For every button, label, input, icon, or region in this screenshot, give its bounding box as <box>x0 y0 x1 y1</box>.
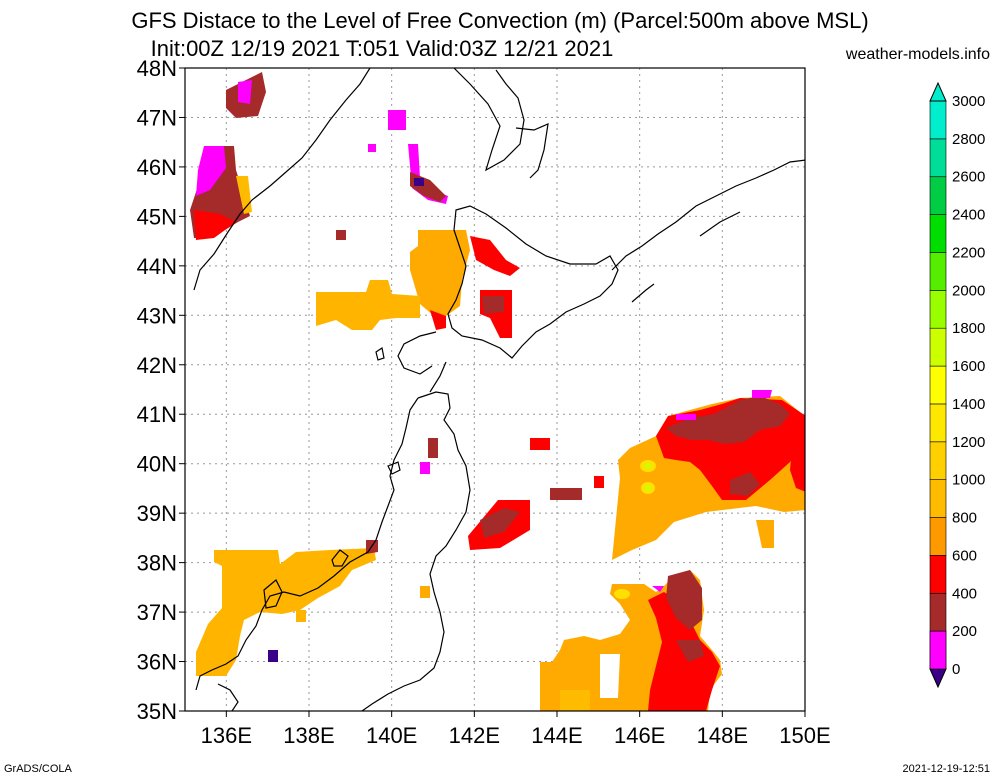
colorbar: 0 200 400 600 800 1000 1200 1400 1600 1800 2000 220… <box>929 81 985 689</box>
colorbar-segment <box>929 214 947 253</box>
colorbar-label: 600 <box>952 547 977 564</box>
lon-label: 140E <box>366 723 417 748</box>
colorbar-segment <box>929 479 947 518</box>
lat-label: 35N <box>137 699 177 724</box>
colorbar-label: 1400 <box>952 396 985 413</box>
colorbar-segment <box>929 365 947 405</box>
site-label[interactable]: weather-models.info <box>845 46 990 63</box>
colorbar-segment <box>929 630 947 670</box>
colorbar-segment <box>929 100 947 140</box>
lon-label: 142E <box>449 723 500 748</box>
colorbar-label: 3000 <box>952 93 985 110</box>
lat-label: 42N <box>137 353 177 378</box>
lon-label: 146E <box>614 723 665 748</box>
colorbar-label: 400 <box>952 585 977 602</box>
latitude-labels: 35N 36N 37N 38N 39N 40N 41N 42N 43N 44N 45N 46N 47N 4… <box>137 56 185 724</box>
colorbar-segment <box>929 138 947 178</box>
colorbar-label: 200 <box>952 623 977 640</box>
plot-frame <box>184 67 806 712</box>
lon-label: 138E <box>283 723 334 748</box>
lat-label: 40N <box>137 452 177 477</box>
colorbar-label: 1600 <box>952 358 985 375</box>
lon-label: 148E <box>697 723 748 748</box>
colorbar-label: 0 <box>952 661 960 678</box>
colorbar-segment <box>929 592 947 632</box>
colorbar-segment <box>929 252 947 291</box>
colorbar-segment <box>929 176 947 215</box>
lat-label: 39N <box>137 501 177 526</box>
colorbar-segment <box>929 517 947 556</box>
colorbar-label: 2400 <box>952 207 985 224</box>
coastlines <box>193 68 805 711</box>
footer-right: 2021-12-19-12:51 <box>902 763 990 775</box>
lat-label: 48N <box>137 56 177 81</box>
chart-title: GFS Distace to the Level of Free Convect… <box>131 8 869 33</box>
chart-subtitle: Init:00Z 12/19 2021 T:051 Valid:03Z 12/2… <box>150 36 614 61</box>
colorbar-segment <box>929 441 947 480</box>
colorbar-segment <box>929 290 947 329</box>
lon-label: 150E <box>779 723 830 748</box>
colorbar-label: 2200 <box>952 244 985 261</box>
footer-left: GrADS/COLA <box>4 763 72 775</box>
colorbar-label: 1800 <box>952 320 985 337</box>
colorbar-label: 2800 <box>952 131 985 148</box>
colorbar-segment <box>929 555 947 594</box>
lat-label: 43N <box>137 303 177 328</box>
lat-label: 41N <box>137 402 177 427</box>
colorbar-segment <box>929 403 947 443</box>
convection-field <box>190 72 805 711</box>
lat-label: 38N <box>137 551 177 576</box>
colorbar-label: 2000 <box>952 282 985 299</box>
lat-label: 46N <box>137 155 177 180</box>
colorbar-max-arrow <box>929 81 947 102</box>
colorbar-segment <box>929 327 947 367</box>
colorbar-label: 1000 <box>952 472 985 489</box>
lat-label: 37N <box>137 600 177 625</box>
colorbar-label: 2600 <box>952 169 985 186</box>
lat-label: 45N <box>137 204 177 229</box>
lat-label: 44N <box>137 254 177 279</box>
colorbar-label: 1200 <box>952 434 985 451</box>
lon-label: 144E <box>531 723 582 748</box>
lat-label: 36N <box>137 650 177 675</box>
lon-label: 136E <box>201 723 252 748</box>
longitude-labels: 136E 138E 140E 142E 144E 146E 148E 150E <box>201 711 831 748</box>
colorbar-label: 800 <box>952 510 977 527</box>
lat-label: 47N <box>137 105 177 130</box>
colorbar-min-arrow <box>929 668 947 689</box>
